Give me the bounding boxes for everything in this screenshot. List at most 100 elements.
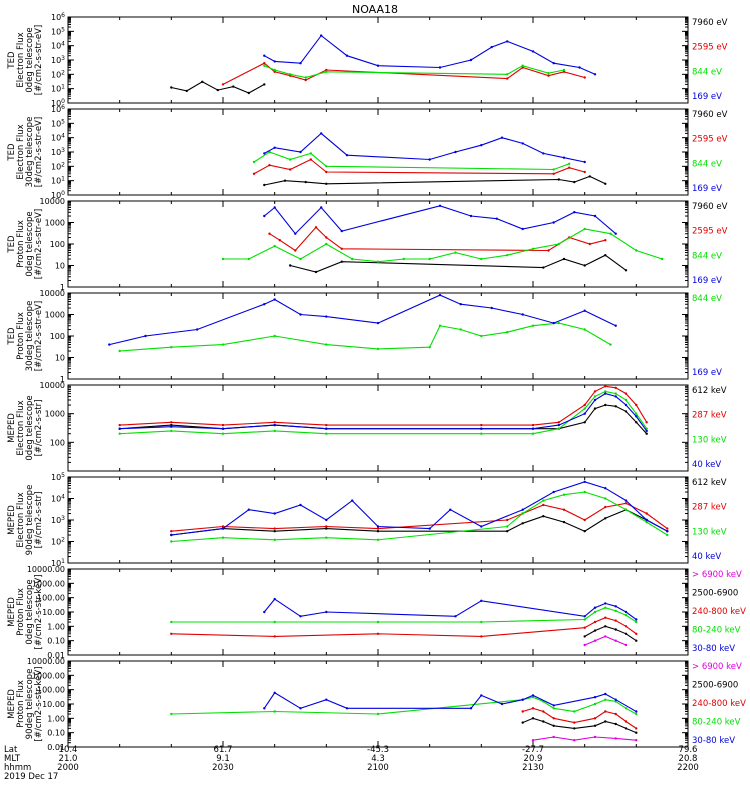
y-tick-label: 106 bbox=[51, 12, 65, 22]
data-point bbox=[325, 242, 328, 246]
data-point bbox=[557, 242, 560, 246]
data-point bbox=[506, 73, 509, 76]
legend-entry: 169 eV bbox=[692, 184, 722, 194]
data-point bbox=[170, 429, 173, 433]
data-point bbox=[438, 324, 442, 327]
data-point bbox=[170, 86, 173, 89]
hhmm-value: 2200 bbox=[677, 763, 699, 773]
data-point bbox=[263, 64, 266, 67]
data-point bbox=[583, 227, 586, 231]
data-point bbox=[289, 264, 292, 267]
series-844-ev bbox=[223, 228, 663, 263]
series-80-240-kev bbox=[171, 607, 637, 623]
hhmm-value: 2030 bbox=[212, 763, 234, 773]
data-point bbox=[221, 343, 225, 346]
y-tick-label: 101 bbox=[51, 558, 65, 568]
y-tick-label: 10000.00 bbox=[27, 657, 65, 666]
y-tick-label: 104 bbox=[51, 494, 65, 504]
footer-row-label: 2019 Dec 17 bbox=[4, 772, 58, 782]
data-point bbox=[593, 398, 597, 402]
legend-entry: 40 keV bbox=[692, 460, 721, 470]
plot-frame bbox=[67, 16, 689, 104]
data-point bbox=[325, 315, 328, 318]
data-point bbox=[542, 266, 545, 269]
series-169-ev bbox=[263, 205, 617, 235]
data-point bbox=[635, 727, 638, 730]
data-point bbox=[480, 423, 483, 427]
data-point bbox=[438, 293, 442, 297]
y-tick-label: 106 bbox=[51, 104, 65, 114]
y-axis-label: Electron Flux bbox=[16, 124, 26, 179]
data-point bbox=[376, 712, 380, 716]
data-point bbox=[624, 707, 628, 710]
data-point bbox=[614, 698, 617, 701]
data-point bbox=[624, 625, 628, 628]
data-point bbox=[268, 232, 271, 235]
data-point bbox=[635, 249, 638, 252]
data-point bbox=[247, 257, 250, 261]
series-844-ev bbox=[253, 151, 570, 171]
data-point bbox=[542, 152, 545, 155]
y-axis-label: MEPED bbox=[7, 505, 17, 535]
data-point bbox=[196, 328, 199, 331]
data-point bbox=[294, 249, 297, 252]
data-point bbox=[325, 68, 328, 72]
data-point bbox=[428, 527, 431, 530]
data-point bbox=[521, 142, 524, 145]
y-tick-label: 100.00 bbox=[37, 686, 65, 695]
legend-entry: 844 eV bbox=[692, 294, 722, 304]
data-point bbox=[325, 343, 328, 346]
data-point bbox=[480, 525, 483, 528]
panel-7: 0.01 0.10 1.00 10.00 100.00 1000.00 10000.00 ME… bbox=[7, 565, 746, 660]
data-point bbox=[252, 160, 256, 164]
data-point bbox=[635, 739, 638, 742]
data-point bbox=[273, 334, 276, 338]
data-point bbox=[170, 620, 173, 624]
data-point bbox=[583, 421, 586, 424]
data-point bbox=[376, 321, 380, 325]
data-point bbox=[552, 717, 555, 720]
data-point bbox=[108, 343, 111, 346]
data-point bbox=[521, 512, 524, 515]
data-point bbox=[604, 497, 607, 500]
data-point bbox=[573, 180, 576, 184]
data-point bbox=[552, 62, 555, 65]
data-point bbox=[573, 710, 576, 713]
data-point bbox=[309, 158, 312, 161]
data-point bbox=[562, 68, 566, 72]
data-point bbox=[221, 432, 225, 435]
series-40-kev bbox=[171, 481, 668, 536]
y-tick-label: 105 bbox=[51, 118, 65, 128]
data-point bbox=[562, 493, 566, 496]
series-2500-6900 bbox=[584, 625, 637, 642]
data-point bbox=[614, 392, 617, 395]
data-point bbox=[469, 58, 473, 62]
data-point bbox=[542, 710, 545, 713]
data-point bbox=[552, 735, 555, 739]
data-point bbox=[645, 518, 648, 522]
data-point bbox=[428, 257, 431, 261]
data-point bbox=[273, 70, 276, 74]
data-point bbox=[289, 73, 292, 76]
data-point bbox=[325, 182, 328, 185]
data-point bbox=[521, 66, 524, 69]
data-point bbox=[454, 150, 457, 154]
data-point bbox=[351, 499, 354, 502]
hhmm-value: 2130 bbox=[522, 763, 544, 773]
data-point bbox=[624, 392, 628, 395]
series-169-ev bbox=[264, 34, 596, 75]
data-point bbox=[201, 80, 204, 84]
data-point bbox=[624, 499, 628, 502]
y-axis-label: [#/cm2-s-str-eV] bbox=[34, 25, 44, 95]
y-axis-label: 30deg telescope bbox=[25, 117, 35, 188]
y-tick-label: 105 bbox=[51, 472, 65, 482]
data-point bbox=[273, 298, 276, 301]
data-point bbox=[531, 423, 535, 427]
data-point bbox=[299, 313, 302, 316]
data-point bbox=[314, 270, 318, 274]
legend-entry: 30-80 keV bbox=[692, 736, 735, 746]
y-axis-label: 0deg telescope bbox=[25, 211, 35, 276]
y-axis-label: [#/cm2-s-str-eV] bbox=[34, 209, 44, 279]
data-point bbox=[573, 211, 576, 214]
